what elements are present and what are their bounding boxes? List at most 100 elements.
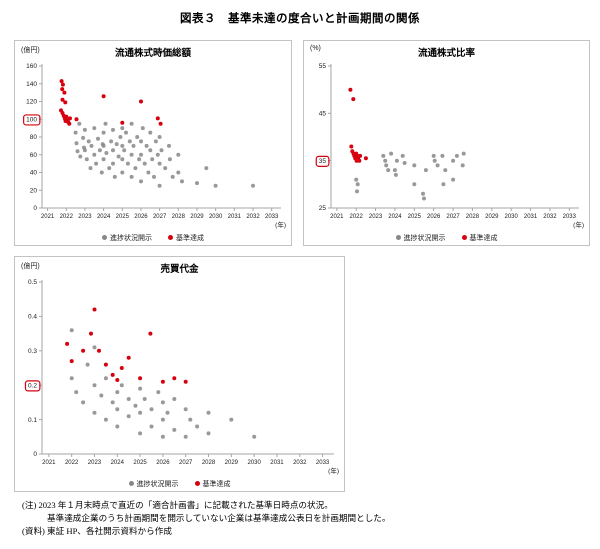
- chart-legend: 進捗状況開示 基準達成: [15, 230, 291, 245]
- legend-item-achieved: 基準達成: [194, 479, 231, 489]
- y-axis-unit-label: (億円): [21, 47, 40, 54]
- svg-text:100: 100: [26, 116, 37, 123]
- scatter-plot-trading-value: 0 0.1 0.2 0.3 0.4 0.5 2021 2022 2023 2024 2025 2026…: [15, 274, 344, 476]
- svg-text:2028: 2028: [466, 214, 480, 220]
- svg-text:2024: 2024: [97, 214, 111, 220]
- svg-text:(年): (年): [275, 220, 286, 229]
- svg-text:25: 25: [319, 205, 327, 212]
- source-notes: (注) 2023 年１月末時点で直近の「適合計画書」に記載された基準日時点の状況…: [22, 499, 391, 538]
- svg-text:35: 35: [319, 158, 327, 165]
- svg-text:80: 80: [30, 134, 38, 141]
- svg-text:2029: 2029: [485, 214, 499, 220]
- note-line-3: (資料) 東証 HP、各社開示資料から作成: [22, 525, 172, 536]
- svg-text:2022: 2022: [60, 214, 74, 220]
- svg-text:0.4: 0.4: [28, 314, 37, 321]
- svg-text:0: 0: [33, 451, 37, 458]
- svg-text:2024: 2024: [111, 460, 125, 466]
- chart-title-trading-value: 売買代金: [160, 264, 199, 275]
- svg-text:2029: 2029: [190, 214, 204, 220]
- svg-text:2023: 2023: [88, 460, 102, 466]
- svg-text:2031: 2031: [524, 214, 538, 220]
- svg-text:2025: 2025: [133, 460, 147, 466]
- chart-box-tradable-share-ratio: (%) 流通株式比率 25 35 45 55 2021 2022 2023 2024 2025 2…: [303, 40, 590, 246]
- svg-text:2028: 2028: [202, 460, 216, 466]
- achieved-dot-icon: [461, 235, 467, 240]
- svg-text:40: 40: [30, 170, 38, 177]
- chart-box-tradable-market-cap: (億円) 流通株式時価総額 0 20 40 60 80 100 120 140 160 2021 2…: [14, 40, 292, 246]
- legend-item-progress: 進捗状況開示: [128, 479, 179, 489]
- y-axis-unit-label: (%): [310, 45, 321, 52]
- svg-text:160: 160: [26, 63, 37, 70]
- legend-label-progress: 進捗状況開示: [403, 234, 446, 242]
- scatter-plot-tradable-share-ratio: 25 35 45 55 2021 2022 2023 2024 2025 2026 2027 2028…: [304, 58, 589, 230]
- svg-text:2032: 2032: [543, 214, 557, 220]
- svg-text:2030: 2030: [505, 214, 519, 220]
- svg-text:2023: 2023: [78, 214, 92, 220]
- svg-text:(年): (年): [328, 466, 339, 475]
- note-line-2: 基準達成企業のうち計画期間を開示していない企業は基準達成公表日を計画期間とした。: [47, 512, 391, 523]
- chart-legend: 進捗状況開示 基準達成: [15, 476, 344, 491]
- svg-text:140: 140: [26, 81, 37, 88]
- legend-item-progress: 進捗状況開示: [395, 233, 446, 243]
- svg-text:2030: 2030: [247, 460, 261, 466]
- achieved-dot-icon: [168, 235, 173, 240]
- svg-text:2031: 2031: [228, 214, 242, 220]
- svg-text:2033: 2033: [316, 460, 330, 466]
- scatter-plot-tradable-market-cap: 0 20 40 60 80 100 120 140 160 2021 2022 2023 2024 202…: [15, 58, 291, 230]
- svg-text:2031: 2031: [270, 460, 284, 466]
- svg-text:2022: 2022: [65, 460, 79, 466]
- chart-title-tradable-share-ratio: 流通株式比率: [417, 48, 475, 59]
- svg-text:2025: 2025: [408, 214, 422, 220]
- chart-box-trading-value: (億円) 売買代金 0 0.1 0.2 0.3 0.4 0.5 2021 2022 2023 20…: [14, 256, 345, 492]
- chart-legend: 進捗状況開示 基準達成: [304, 230, 589, 245]
- progress-dot-icon: [102, 235, 107, 240]
- svg-text:2027: 2027: [153, 214, 167, 220]
- legend-label-progress: 進捗状況開示: [110, 234, 152, 242]
- chart-title-tradable-market-cap: 流通株式時価総額: [114, 48, 191, 59]
- svg-text:0.2: 0.2: [28, 382, 37, 389]
- svg-text:2030: 2030: [209, 214, 223, 220]
- svg-text:2027: 2027: [446, 214, 460, 220]
- legend-label-achieved: 基準達成: [469, 234, 498, 242]
- svg-text:2021: 2021: [41, 214, 55, 220]
- svg-text:2024: 2024: [388, 214, 402, 220]
- svg-text:2026: 2026: [156, 460, 170, 466]
- svg-text:2028: 2028: [172, 214, 186, 220]
- svg-text:45: 45: [319, 111, 327, 118]
- y-axis-unit-label: (億円): [21, 263, 40, 270]
- svg-text:2021: 2021: [42, 460, 56, 466]
- note-line-1: (注) 2023 年１月末時点で直近の「適合計画書」に記載された基準日時点の状況…: [22, 500, 333, 510]
- svg-text:0.5: 0.5: [28, 279, 37, 286]
- achieved-dot-icon: [194, 481, 200, 486]
- svg-text:2021: 2021: [330, 214, 344, 220]
- svg-text:2026: 2026: [134, 214, 148, 220]
- svg-text:2025: 2025: [116, 214, 130, 220]
- svg-text:2033: 2033: [265, 214, 279, 220]
- svg-text:2029: 2029: [225, 460, 239, 466]
- legend-label-achieved: 基準達成: [176, 234, 204, 242]
- legend-label-achieved: 基準達成: [202, 480, 231, 488]
- svg-text:60: 60: [30, 152, 38, 159]
- svg-text:2023: 2023: [369, 214, 383, 220]
- svg-text:2033: 2033: [563, 214, 577, 220]
- svg-text:2022: 2022: [350, 214, 364, 220]
- svg-text:2027: 2027: [179, 460, 193, 466]
- svg-text:55: 55: [319, 63, 327, 70]
- legend-item-progress: 進捗状況開示: [102, 233, 152, 243]
- progress-dot-icon: [395, 235, 401, 240]
- svg-text:0.3: 0.3: [28, 348, 37, 355]
- svg-text:20: 20: [30, 187, 38, 194]
- progress-dot-icon: [128, 481, 134, 486]
- svg-text:120: 120: [26, 99, 37, 106]
- legend-item-achieved: 基準達成: [461, 233, 498, 243]
- legend-item-achieved: 基準達成: [168, 233, 204, 243]
- legend-label-progress: 進捗状況開示: [136, 480, 179, 488]
- svg-text:2032: 2032: [293, 460, 307, 466]
- svg-text:0: 0: [33, 205, 37, 212]
- svg-text:2032: 2032: [246, 214, 260, 220]
- svg-text:0.1: 0.1: [28, 417, 37, 424]
- svg-text:(年): (年): [573, 220, 584, 229]
- figure-title: 図表３ 基準未達の度合いと計画期間の関係: [180, 13, 420, 25]
- svg-text:2026: 2026: [427, 214, 441, 220]
